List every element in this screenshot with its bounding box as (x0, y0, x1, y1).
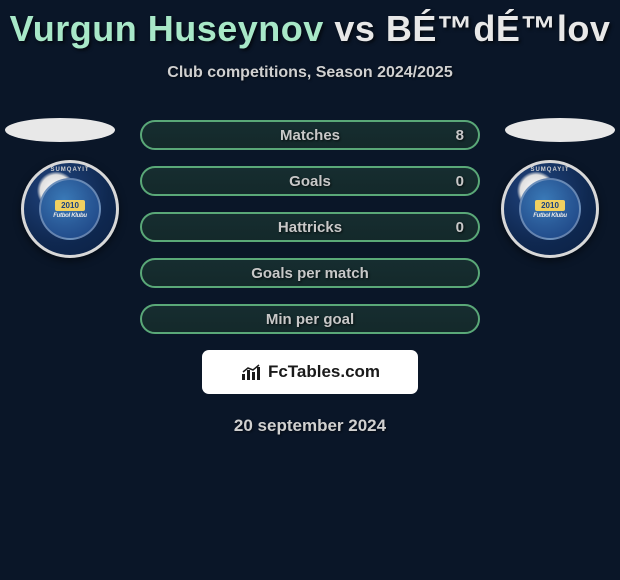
stat-row: Hattricks 0 (140, 212, 480, 242)
crest-top-text: SUMQAYIT (50, 167, 89, 173)
watermark-badge: FcTables.com (202, 350, 418, 394)
comparison-title: Vurgun Huseynov vs BÉ™dÉ™lov (0, 0, 620, 50)
subtitle: Club competitions, Season 2024/2025 (0, 64, 620, 82)
watermark-text: FcTables.com (268, 362, 380, 382)
crest-bottom-text: Futbol Klubu (533, 213, 566, 219)
stat-row: Min per goal (140, 304, 480, 334)
ellipse-left (5, 118, 115, 142)
stat-row: Matches 8 (140, 120, 480, 150)
chart-icon (240, 363, 262, 381)
stats-block: Matches 8 Goals 0 Hattricks 0 Goals per … (140, 120, 480, 334)
stat-value: 8 (456, 127, 464, 144)
main-container: SUMQAYIT 2010 Futbol Klubu SUMQAYIT 2010… (0, 120, 620, 436)
stat-row: Goals 0 (140, 166, 480, 196)
club-crest-right: SUMQAYIT 2010 Futbol Klubu (501, 160, 599, 258)
stat-label: Hattricks (278, 219, 342, 236)
vs-text: vs (334, 8, 375, 49)
stat-label: Goals per match (251, 265, 369, 282)
player2-name: BÉ™dÉ™lov (386, 8, 611, 49)
stat-row: Goals per match (140, 258, 480, 288)
stat-label: Matches (280, 127, 340, 144)
club-crest-left: SUMQAYIT 2010 Futbol Klubu (21, 160, 119, 258)
stat-label: Goals (289, 173, 331, 190)
stat-value: 0 (456, 173, 464, 190)
crest-year: 2010 (535, 200, 565, 211)
ellipse-right (505, 118, 615, 142)
crest-bottom-text: Futbol Klubu (53, 213, 86, 219)
crest-top-text: SUMQAYIT (530, 167, 569, 173)
stat-label: Min per goal (266, 311, 354, 328)
stat-value: 0 (456, 219, 464, 236)
crest-year: 2010 (55, 200, 85, 211)
date-text: 20 september 2024 (0, 416, 620, 436)
player1-name: Vurgun Huseynov (10, 8, 324, 49)
